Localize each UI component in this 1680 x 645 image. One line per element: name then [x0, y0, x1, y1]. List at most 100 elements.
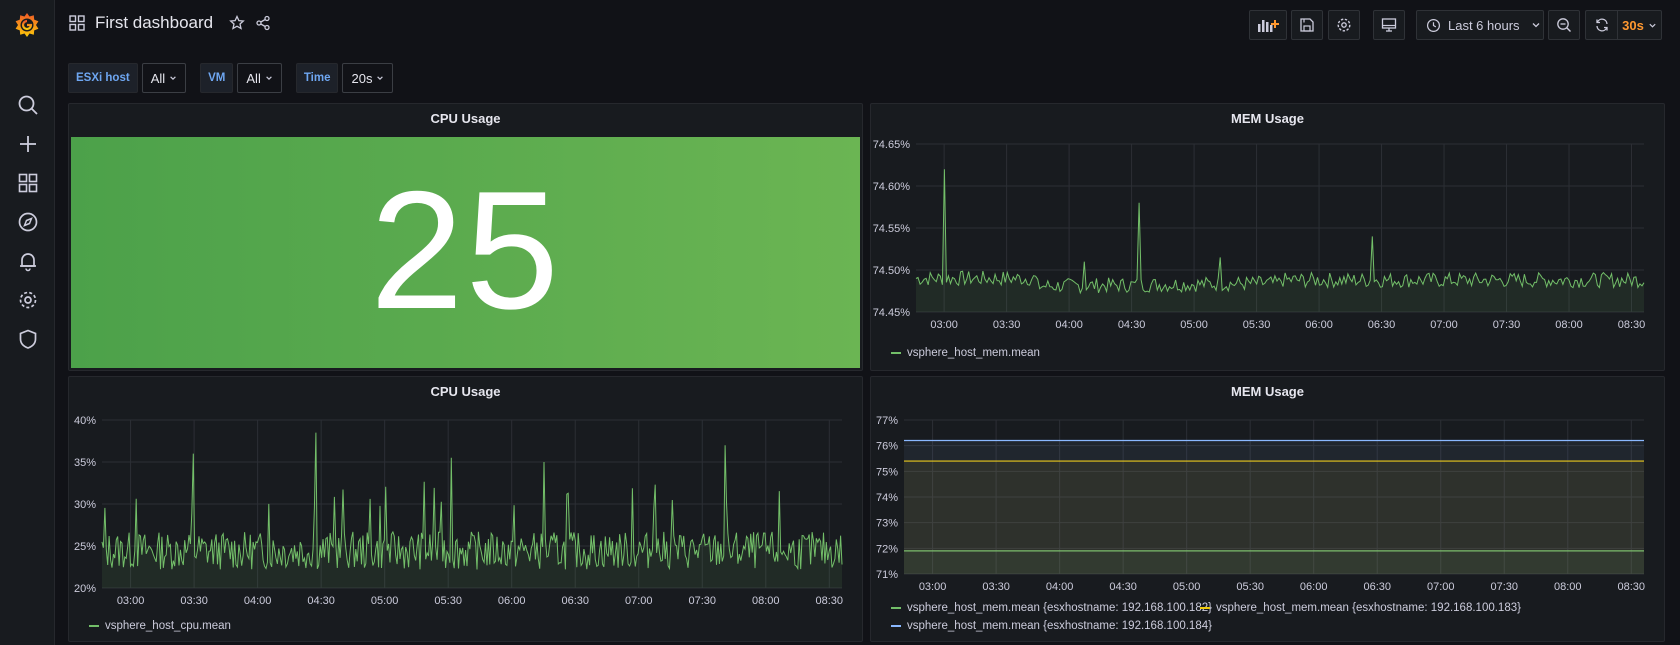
tv-mode-button[interactable] [1373, 10, 1405, 40]
y-tick-label: 72% [876, 543, 898, 555]
chevron-down-icon [377, 76, 384, 81]
share-icon[interactable] [255, 15, 271, 31]
y-tick-label: 73% [876, 518, 898, 530]
x-tick-label: 06:00 [1300, 581, 1328, 593]
refresh-button[interactable] [1585, 10, 1617, 40]
x-tick-label: 03:00 [930, 319, 958, 331]
panel-title[interactable]: MEM Usage [1231, 384, 1304, 399]
x-tick-label: 05:30 [1236, 581, 1264, 593]
x-tick-label: 08:00 [1555, 319, 1583, 331]
x-tick-label: 08:30 [816, 595, 844, 607]
legend-item[interactable]: vsphere_host_mem.mean [891, 347, 1040, 359]
legend-item[interactable]: vsphere_host_mem.mean {esxhostname: 192.… [891, 620, 1212, 632]
alert-bell-icon[interactable] [17, 250, 39, 272]
x-tick-label: 04:30 [1109, 581, 1137, 593]
dashboard-settings-button[interactable] [1328, 10, 1360, 40]
add-panel-button[interactable] [1249, 10, 1287, 40]
explore-icon[interactable] [17, 211, 39, 233]
panel-cpu-usage-stat[interactable]: CPU Usage 25 [68, 103, 863, 371]
x-tick-label: 06:30 [561, 595, 589, 607]
legend-item[interactable]: vsphere_host_mem.mean {esxhostname: 192.… [1200, 602, 1521, 614]
x-tick-label: 05:30 [434, 595, 462, 607]
grafana-logo-icon[interactable] [13, 11, 41, 39]
time-range-picker[interactable]: Last 6 hours [1416, 10, 1544, 40]
x-tick-label: 07:30 [1493, 319, 1521, 331]
dashboard-title[interactable]: First dashboard [95, 13, 214, 32]
add-panel-icon [1258, 20, 1279, 32]
shield-icon[interactable] [17, 328, 39, 350]
x-tick-label: 04:00 [1046, 581, 1074, 593]
x-tick-label: 07:30 [688, 595, 716, 607]
x-tick-label: 07:00 [1430, 319, 1458, 331]
template-variables: ESXi host All VM All Time 20s [68, 63, 407, 93]
y-tick-label: 74.55% [873, 223, 911, 235]
x-tick-label: 08:30 [1618, 319, 1646, 331]
legend-swatch [891, 625, 901, 627]
chevron-down-icon [170, 76, 176, 81]
series-area [904, 550, 1644, 574]
y-tick-label: 74.45% [873, 307, 911, 319]
x-tick-label: 08:30 [1618, 581, 1646, 593]
chevron-down-icon [266, 76, 272, 81]
legend-label: vsphere_host_mem.mean {esxhostname: 192.… [907, 620, 1212, 632]
y-tick-label: 77% [876, 415, 898, 427]
series-area [904, 461, 1644, 574]
mem-usage-graph[interactable]: 74.65% 74.60% 74.55% 74.50% 74.45% 03:00 03:30… [871, 104, 1666, 372]
variable-value: All [246, 70, 261, 86]
legend-label: vsphere_host_mem.mean {esxhostname: 192.… [907, 602, 1212, 614]
gear-icon[interactable] [17, 289, 39, 311]
clock-icon [1426, 18, 1441, 32]
series-area [102, 432, 842, 588]
cpu-series-line [101, 432, 843, 571]
variable-select-vm[interactable]: All [237, 63, 282, 93]
y-tick-label: 74.50% [873, 265, 911, 277]
legend-swatch [1200, 607, 1210, 609]
legend-item[interactable]: vsphere_host_cpu.mean [89, 620, 231, 632]
legend-label: vsphere_host_mem.mean [907, 347, 1040, 359]
variable-select-time[interactable]: 20s [342, 63, 394, 93]
series-area [916, 169, 1644, 312]
cpu-usage-graph[interactable]: 40% 35% 30% 25% 20% 03:00 03:30 04:00 04:30 05:00… [69, 377, 864, 643]
zoom-out-button[interactable] [1548, 10, 1580, 40]
sidebar [0, 0, 55, 645]
variable-value: All [150, 70, 166, 86]
y-tick-label: 74.60% [873, 181, 911, 193]
legend-swatch [89, 625, 99, 627]
x-tick-label: 03:30 [993, 319, 1021, 331]
legend-item[interactable]: vsphere_host_mem.mean {esxhostname: 192.… [891, 602, 1212, 614]
y-tick-label: 20% [74, 583, 96, 595]
variable-esxi-host: ESXi host All [68, 63, 187, 93]
y-tick-label: 71% [876, 569, 898, 581]
x-tick-label: 06:30 [1368, 319, 1396, 331]
legend-swatch [891, 607, 901, 609]
panel-title[interactable]: MEM Usage [1231, 111, 1304, 126]
variable-label: ESXi host [68, 63, 138, 93]
x-tick-label: 07:00 [1427, 581, 1455, 593]
panel-mem-usage-top[interactable]: MEM Usage 74.65% 74.60% 74.55% 74.50% 74.45%… [870, 103, 1665, 371]
dashboard-title-area: First dashboard [69, 13, 271, 33]
y-tick-label: 74.65% [873, 139, 911, 151]
time-range-label: Last 6 hours [1448, 17, 1520, 33]
x-tick-label: 08:00 [1554, 581, 1582, 593]
panel-cpu-usage-graph[interactable]: CPU Usage 40% 35% 30% 25% 20% 03:00 03:30 04:00… [68, 376, 863, 642]
star-icon[interactable] [229, 15, 245, 31]
x-tick-label: 03:30 [982, 581, 1010, 593]
stat-value: 25 [370, 155, 561, 344]
refresh-icon [1595, 18, 1608, 32]
x-tick-label: 05:00 [1173, 581, 1201, 593]
mem-usage-multi-graph[interactable]: 77% 76% 75% 74% 73% 72% 71% 03:00 03:30 04:00 04:3… [871, 377, 1666, 643]
variable-select-esxi-host[interactable]: All [141, 63, 187, 93]
search-icon[interactable] [17, 94, 39, 116]
refresh-interval-picker[interactable]: 30s [1617, 10, 1662, 40]
save-dashboard-button[interactable] [1291, 10, 1323, 40]
dashboards-icon[interactable] [17, 172, 39, 194]
y-tick-label: 35% [74, 457, 96, 469]
y-tick-label: 30% [74, 499, 96, 511]
panel-title[interactable]: CPU Usage [430, 384, 501, 399]
panel-mem-usage-bottom[interactable]: MEM Usage 77% 76% 75% 74% 73% 72% 71% 03:00 03:3… [870, 376, 1665, 642]
plus-icon[interactable] [17, 133, 39, 155]
panel-title[interactable]: CPU Usage [430, 111, 501, 126]
legend-swatch [891, 352, 901, 354]
chevron-down-icon [1649, 23, 1656, 28]
x-tick-label: 06:00 [1305, 319, 1333, 331]
